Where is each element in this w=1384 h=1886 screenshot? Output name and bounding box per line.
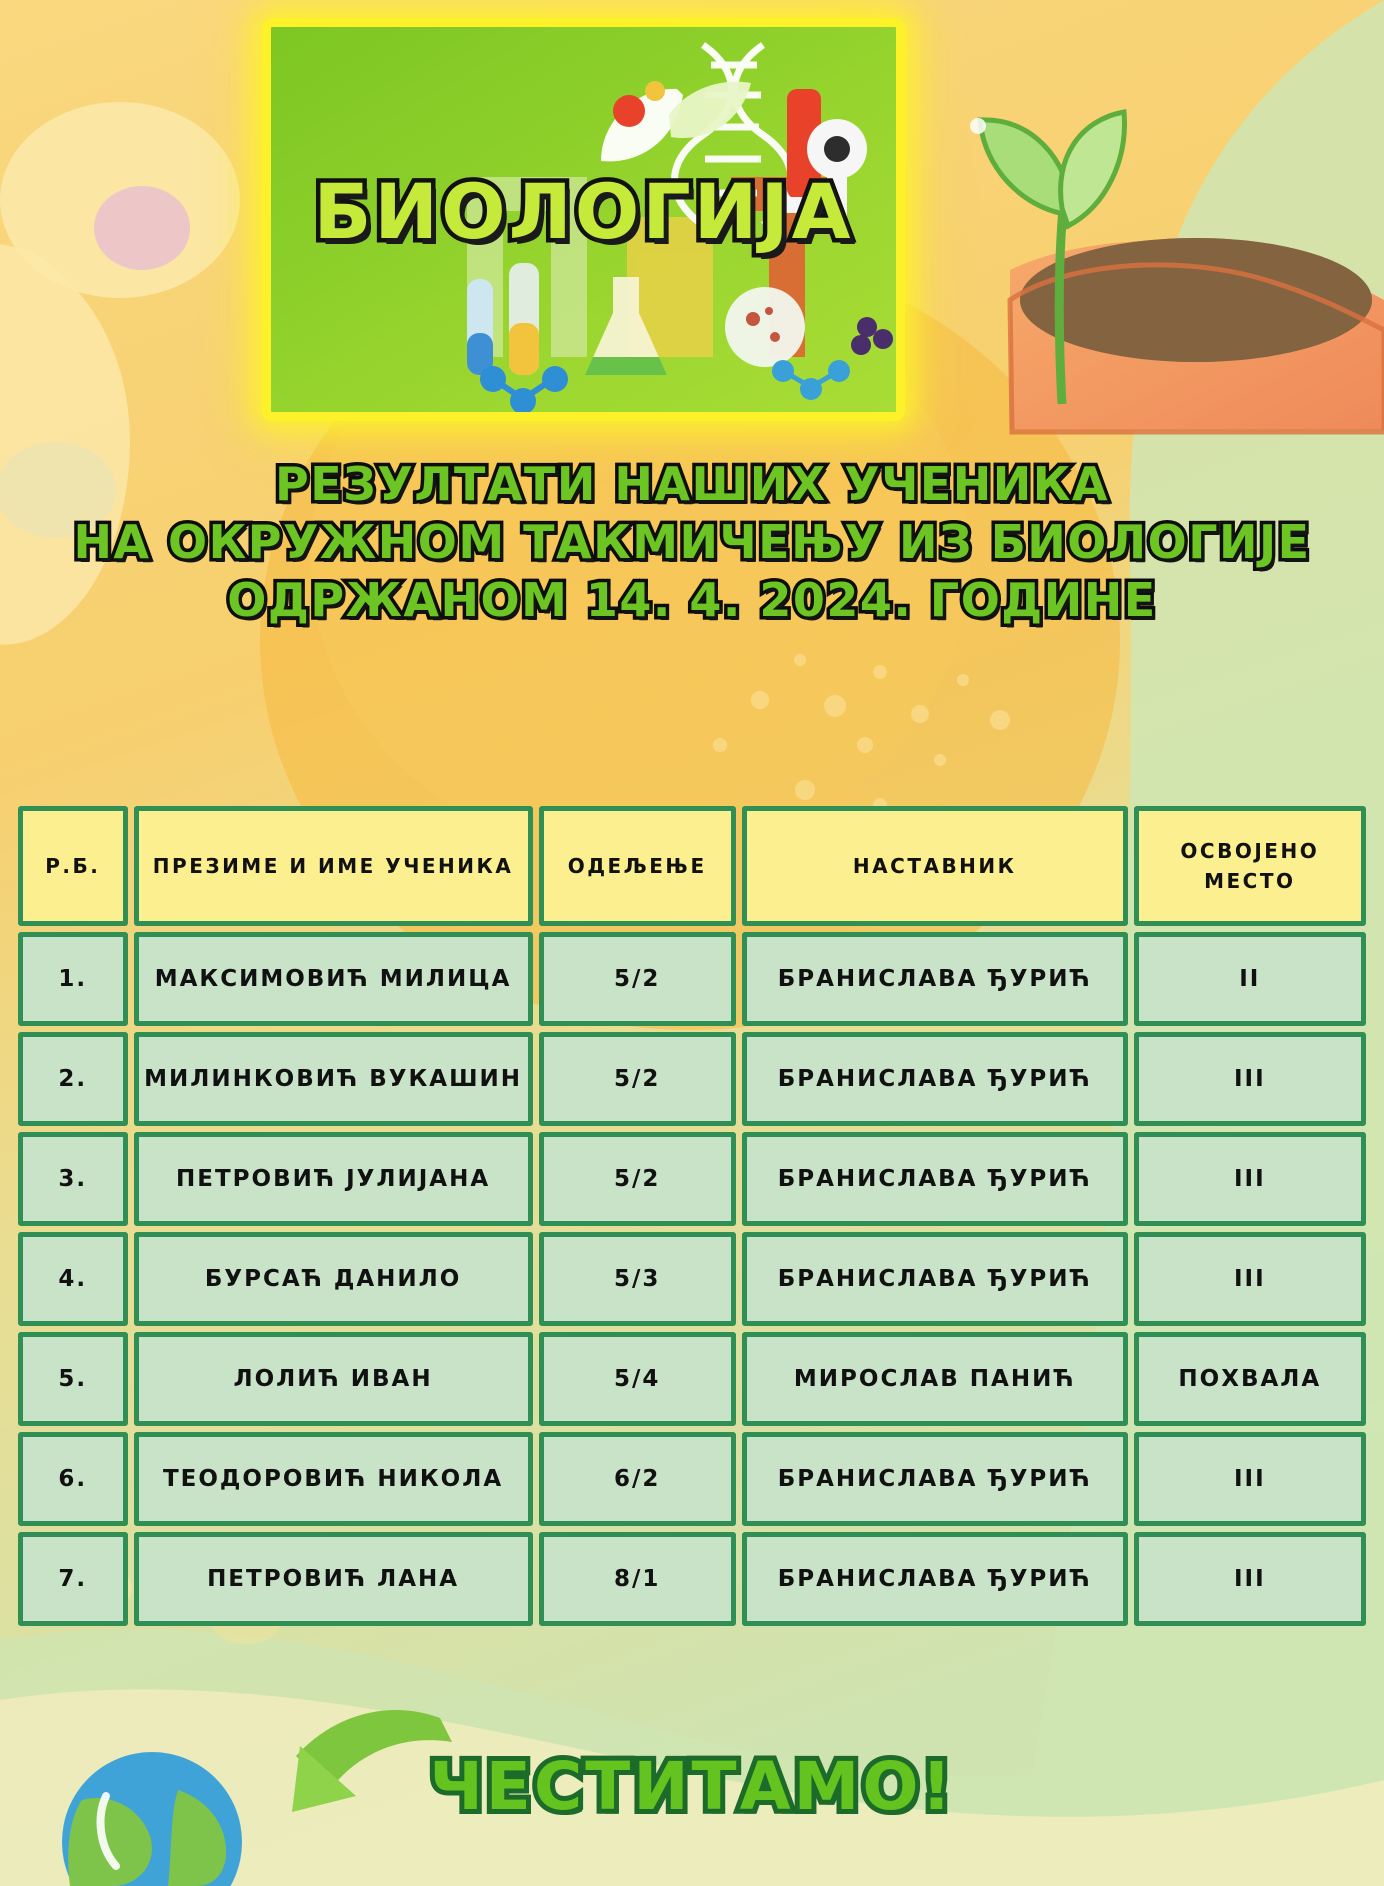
cell-teacher: БРАНИСЛАВА ЂУРИЋ xyxy=(741,1532,1128,1626)
cell-place: III xyxy=(1133,1532,1366,1626)
cell-dept: 5/2 xyxy=(538,1132,736,1226)
cell-teacher: БРАНИСЛАВА ЂУРИЋ xyxy=(741,1032,1128,1126)
banner-title: БИОЛОГИЈА xyxy=(309,163,855,261)
table-row: 7. ПЕТРОВИЋ ЛАНА 8/1 БРАНИСЛАВА ЂУРИЋ III xyxy=(18,1532,1366,1626)
cell-name: БУРСАЋ ДАНИЛО xyxy=(133,1232,533,1326)
column-header-dept: ОДЕЉЕЊЕ xyxy=(538,806,736,926)
column-header-place: ОСВОЈЕНО МЕСТО xyxy=(1133,806,1366,926)
cell-rb: 4. xyxy=(18,1232,128,1326)
cell-teacher: БРАНИСЛАВА ЂУРИЋ xyxy=(741,932,1128,1026)
recycle-arrow-icon xyxy=(292,1709,452,1812)
sprout-icon xyxy=(970,109,1127,405)
column-header-teacher: НАСТАВНИК xyxy=(741,806,1128,926)
table-row: 1. МАКСИМОВИЋ МИЛИЦА 5/2 БРАНИСЛАВА ЂУРИЋ II xyxy=(18,932,1366,1026)
cell-teacher: МИРОСЛАВ ПАНИЋ xyxy=(741,1332,1128,1426)
cell-name: ЛОЛИЋ ИВАН xyxy=(133,1332,533,1426)
table-header-row: Р.Б. ПРЕЗИМЕ И ИМЕ УЧЕНИКА ОДЕЉЕЊЕ НАСТА… xyxy=(18,806,1366,926)
table-body: 1. МАКСИМОВИЋ МИЛИЦА 5/2 БРАНИСЛАВА ЂУРИЋ II… xyxy=(18,932,1366,1626)
cell-name: МАКСИМОВИЋ МИЛИЦА xyxy=(133,932,533,1026)
cell-dept: 5/3 xyxy=(538,1232,736,1326)
cell-dept: 6/2 xyxy=(538,1432,736,1526)
cell-teacher: БРАНИСЛАВА ЂУРИЋ xyxy=(741,1132,1128,1226)
table-row: 6. ТЕОДОРОВИЋ НИКОЛА 6/2 БРАНИСЛАВА ЂУРИЋ II… xyxy=(18,1432,1366,1526)
cell-dept: 5/2 xyxy=(538,1032,736,1126)
table-row: 2. МИЛИНКОВИЋ ВУКАШИН 5/2 БРАНИСЛАВА ЂУРИЋ I… xyxy=(18,1032,1366,1126)
header-banner: БИОЛОГИЈА xyxy=(262,18,905,421)
globe-icon xyxy=(62,1752,242,1886)
flask-icon xyxy=(585,277,667,375)
results-table: Р.Б. ПРЕЗИМЕ И ИМЕ УЧЕНИКА ОДЕЉЕЊЕ НАСТА… xyxy=(12,800,1372,1632)
cell-dept: 5/4 xyxy=(538,1332,736,1426)
leaf-icon xyxy=(601,81,751,162)
table-row: 5. ЛОЛИЋ ИВАН 5/4 МИРОСЛАВ ПАНИЋ ПОХВАЛА xyxy=(18,1332,1366,1426)
hand-soil-illustration xyxy=(1007,238,1384,435)
cell-name: МИЛИНКОВИЋ ВУКАШИН xyxy=(133,1032,533,1126)
cell-place: III xyxy=(1133,1032,1366,1126)
cell-dept: 5/2 xyxy=(538,932,736,1026)
cell-teacher: БРАНИСЛАВА ЂУРИЋ xyxy=(741,1232,1128,1326)
congratulations-text: ЧЕСТИТАМО! xyxy=(424,1743,956,1830)
column-header-name: ПРЕЗИМЕ И ИМЕ УЧЕНИКА xyxy=(133,806,533,926)
cell-rb: 6. xyxy=(18,1432,128,1526)
microscope-icon xyxy=(777,89,867,217)
cell-place: III xyxy=(1133,1232,1366,1326)
cell-dept: 8/1 xyxy=(538,1532,736,1626)
cherry-icon xyxy=(613,95,645,127)
cell-name: ПЕТРОВИЋ ЛАНА xyxy=(133,1532,533,1626)
molecule-icon xyxy=(480,366,568,412)
cell-rb: 2. xyxy=(18,1032,128,1126)
molecule-icon xyxy=(772,360,850,400)
banner-illustration xyxy=(467,42,893,412)
test-tube-icon xyxy=(467,263,539,375)
table-header: Р.Б. ПРЕЗИМЕ И ИМЕ УЧЕНИКА ОДЕЉЕЊЕ НАСТА… xyxy=(18,806,1366,926)
subtitle-line-1: РЕЗУЛТАТИ НАШИХ УЧЕНИКА xyxy=(271,454,1111,515)
table-row: 4. БУРСАЋ ДАНИЛО 5/3 БРАНИСЛАВА ЂУРИЋ III xyxy=(18,1232,1366,1326)
cell-rb: 3. xyxy=(18,1132,128,1226)
cell-place: III xyxy=(1133,1432,1366,1526)
column-header-rb: Р.Б. xyxy=(18,806,128,926)
table-row: 3. ПЕТРОВИЋ ЈУЛИЈАНА 5/2 БРАНИСЛАВА ЂУРИЋ II… xyxy=(18,1132,1366,1226)
cell-place: ПОХВАЛА xyxy=(1133,1332,1366,1426)
cell-rb: 5. xyxy=(18,1332,128,1426)
cell-name: ТЕОДОРОВИЋ НИКОЛА xyxy=(133,1432,533,1526)
cell-name: ПЕТРОВИЋ ЈУЛИЈАНА xyxy=(133,1132,533,1226)
cell-place: II xyxy=(1133,932,1366,1026)
cell-teacher: БРАНИСЛАВА ЂУРИЋ xyxy=(741,1432,1128,1526)
cell-rb: 1. xyxy=(18,932,128,1026)
subtitle-block: РЕЗУЛТАТИ НАШИХ УЧЕНИКА НА ОКРУЖНОМ ТАКМ… xyxy=(0,454,1384,631)
petri-dish-icon xyxy=(725,287,805,367)
subtitle-line-2: НА ОКРУЖНОМ ТАКМИЧЕЊУ ИЗ БИОЛОГИЈЕ xyxy=(70,512,1313,573)
cell-place: III xyxy=(1133,1132,1366,1226)
cell-rb: 7. xyxy=(18,1532,128,1626)
subtitle-line-3: ОДРЖАНОМ 14. 4. 2024. ГОДИНЕ xyxy=(224,570,1159,631)
berry-icon xyxy=(851,317,893,355)
